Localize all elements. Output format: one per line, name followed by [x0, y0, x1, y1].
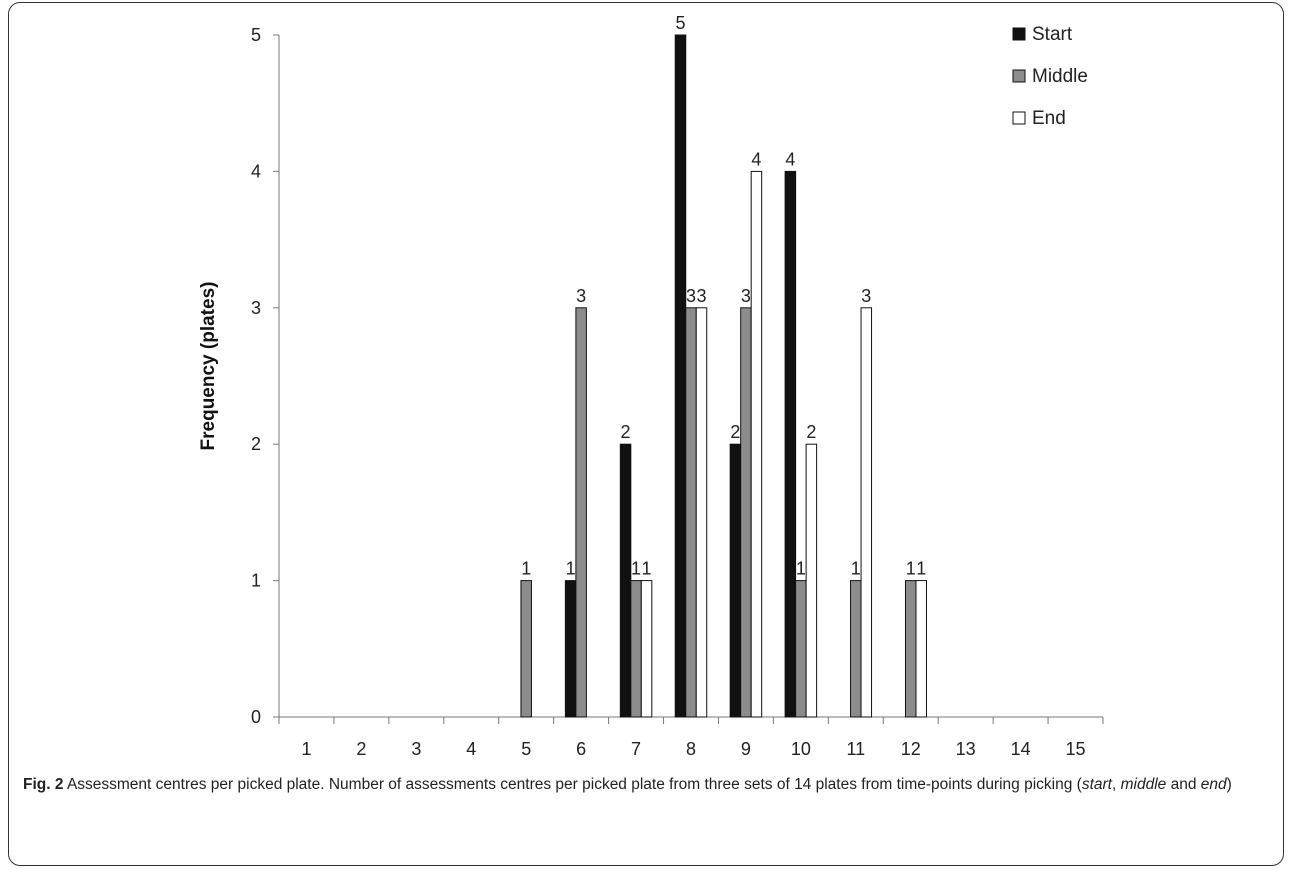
caption-end-word: end	[1200, 776, 1227, 793]
data-label-middle: 1	[906, 559, 916, 579]
legend-label-middle: Middle	[1032, 66, 1088, 87]
bar-end	[750, 170, 763, 718]
bar-end	[640, 580, 653, 718]
caption-start-word: start	[1081, 776, 1112, 793]
data-label-end: 3	[861, 286, 871, 306]
x-tick-label: 15	[1066, 739, 1086, 759]
y-tick-label: 4	[251, 161, 261, 181]
y-tick-label: 1	[251, 571, 261, 591]
bar-end	[805, 443, 818, 718]
data-label-start: 5	[675, 13, 685, 33]
x-tick-label: 11	[846, 739, 865, 759]
x-tick-label: 9	[741, 739, 751, 759]
bar-end	[915, 580, 927, 718]
bar-start	[729, 443, 742, 718]
y-tick-label: 5	[251, 25, 261, 45]
data-label-end: 4	[751, 149, 761, 169]
x-tick-label: 2	[356, 739, 366, 759]
bar-start	[564, 580, 577, 718]
y-tick-label: 0	[251, 707, 261, 727]
bar-start	[784, 170, 797, 718]
data-label-middle: 1	[851, 559, 861, 579]
x-tick-label: 6	[576, 739, 586, 759]
data-label-end: 1	[642, 559, 652, 579]
bar-middle	[850, 580, 862, 718]
x-tick-label: 5	[521, 739, 531, 759]
x-tick-label: 1	[301, 739, 311, 759]
caption-sep-1: ,	[1111, 776, 1121, 793]
caption-close: )	[1226, 776, 1232, 793]
y-axis-title: Frequency (plates)	[198, 282, 219, 451]
bar-middle	[685, 307, 697, 718]
caption-sep-2: and	[1166, 776, 1201, 793]
x-tick-label: 3	[411, 739, 421, 759]
data-label-middle: 3	[741, 286, 751, 306]
bar-middle	[904, 580, 917, 718]
data-label-start: 2	[621, 422, 631, 442]
legend-label-end: End	[1032, 108, 1066, 129]
data-label-middle: 3	[686, 286, 696, 306]
bar-start	[619, 443, 632, 718]
x-tick-label: 8	[686, 739, 696, 759]
bar-middle	[575, 307, 587, 718]
legend-swatch-start	[1012, 27, 1026, 41]
x-tick-label: 12	[901, 739, 921, 759]
x-tick-label: 14	[1011, 739, 1031, 759]
bar-middle	[795, 580, 807, 718]
data-label-middle: 1	[521, 559, 531, 579]
figure-frame: 0 1 2 3 4 5 1 2 3 4 5 6 7 8 9 10 11 12 13 14 15 1 2 5 2 4 1 3 1 3 3 1 1 1…	[8, 2, 1284, 866]
caption-label: Fig. 2	[23, 776, 64, 793]
legend-swatch-end	[1012, 111, 1026, 125]
legend-swatch-middle	[1012, 69, 1026, 83]
figure-caption: Fig. 2 Assessment centres per picked pla…	[23, 773, 1278, 796]
data-label-start: 1	[566, 559, 576, 579]
data-label-start: 4	[785, 149, 795, 169]
x-tick-label: 4	[466, 739, 476, 759]
bar-start	[674, 34, 687, 718]
data-label-middle: 1	[796, 559, 806, 579]
data-label-middle: 3	[576, 286, 586, 306]
x-tick-label: 7	[631, 739, 641, 759]
bar-middle	[630, 580, 642, 718]
data-label-end: 2	[806, 422, 816, 442]
data-label-end: 3	[696, 286, 706, 306]
bar-end	[695, 307, 708, 718]
data-label-end: 1	[916, 559, 926, 579]
bar-end	[860, 307, 873, 718]
legend-label-start: Start	[1032, 24, 1073, 45]
bar-middle	[520, 580, 532, 718]
data-label-start: 2	[730, 422, 740, 442]
x-tick-label: 10	[791, 739, 811, 759]
bar-middle	[740, 307, 752, 718]
caption-middle-word: middle	[1120, 776, 1167, 793]
caption-text: Number of assessments centres per picked…	[328, 776, 1082, 793]
x-tick-label: 13	[956, 739, 976, 759]
y-tick-label: 3	[251, 298, 261, 318]
caption-title: Assessment centres per picked plate.	[66, 776, 325, 793]
y-tick-label: 2	[251, 434, 261, 454]
data-label-middle: 1	[631, 559, 641, 579]
